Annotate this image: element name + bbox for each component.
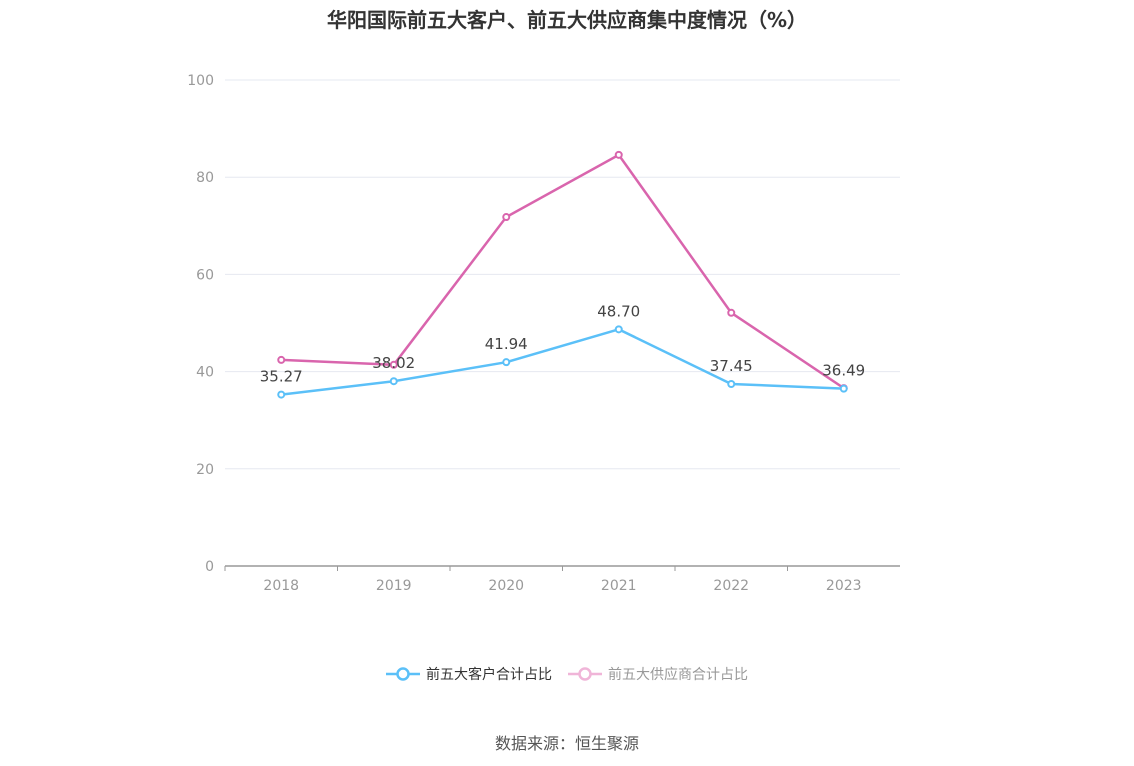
data-point	[502, 213, 511, 222]
legend-marker-customers	[386, 667, 420, 681]
data-point	[839, 384, 848, 393]
data-label: 35.27	[260, 368, 303, 386]
y-tick-label: 20	[196, 462, 214, 478]
data-point	[502, 358, 511, 367]
series-line	[281, 327, 844, 396]
x-tick-label: 2021	[601, 578, 637, 594]
line-chart: 0 20 40 60 80 100 2018 2019 2020 2021 2022 2023 35.2…	[187, 73, 900, 594]
data-point	[727, 379, 736, 388]
legend-label-customers: 前五大客户合计占比	[426, 667, 552, 683]
data-point	[277, 390, 286, 399]
y-tick-label: 100	[187, 73, 214, 89]
y-tick-label: 80	[196, 170, 214, 186]
y-tick-label: 60	[196, 267, 214, 283]
legend: 前五大客户合计占比 前五大供应商合计占比	[0, 664, 1134, 684]
legend-item-suppliers[interactable]: 前五大供应商合计占比	[568, 664, 748, 684]
legend-label-suppliers: 前五大供应商合计占比	[608, 667, 748, 683]
data-label: 37.45	[710, 357, 753, 375]
y-tick-label: 0	[205, 559, 214, 575]
x-tick-label: 2022	[713, 578, 749, 594]
legend-item-customers[interactable]: 前五大客户合计占比	[386, 664, 552, 684]
x-tick-label: 2019	[376, 578, 412, 594]
legend-marker-suppliers	[568, 667, 602, 681]
data-point	[614, 325, 623, 334]
x-tick-label: 2018	[263, 578, 299, 594]
data-label: 48.70	[597, 302, 640, 320]
data-point	[389, 377, 398, 386]
data-point	[727, 308, 736, 317]
x-tick-label: 2023	[826, 578, 862, 594]
data-point	[277, 355, 286, 364]
chart-title: 华阳国际前五大客户、前五大供应商集中度情况（%）	[326, 8, 808, 32]
data-label: 38.02	[372, 354, 415, 372]
data-label: 41.94	[485, 335, 528, 353]
x-tick-label: 2020	[488, 578, 524, 594]
data-label: 36.49	[822, 362, 865, 380]
series-line	[281, 153, 845, 390]
data-source: 数据来源：恒生聚源	[494, 734, 639, 753]
data-point	[614, 150, 623, 159]
y-tick-label: 40	[196, 365, 214, 381]
data-point	[389, 360, 398, 369]
